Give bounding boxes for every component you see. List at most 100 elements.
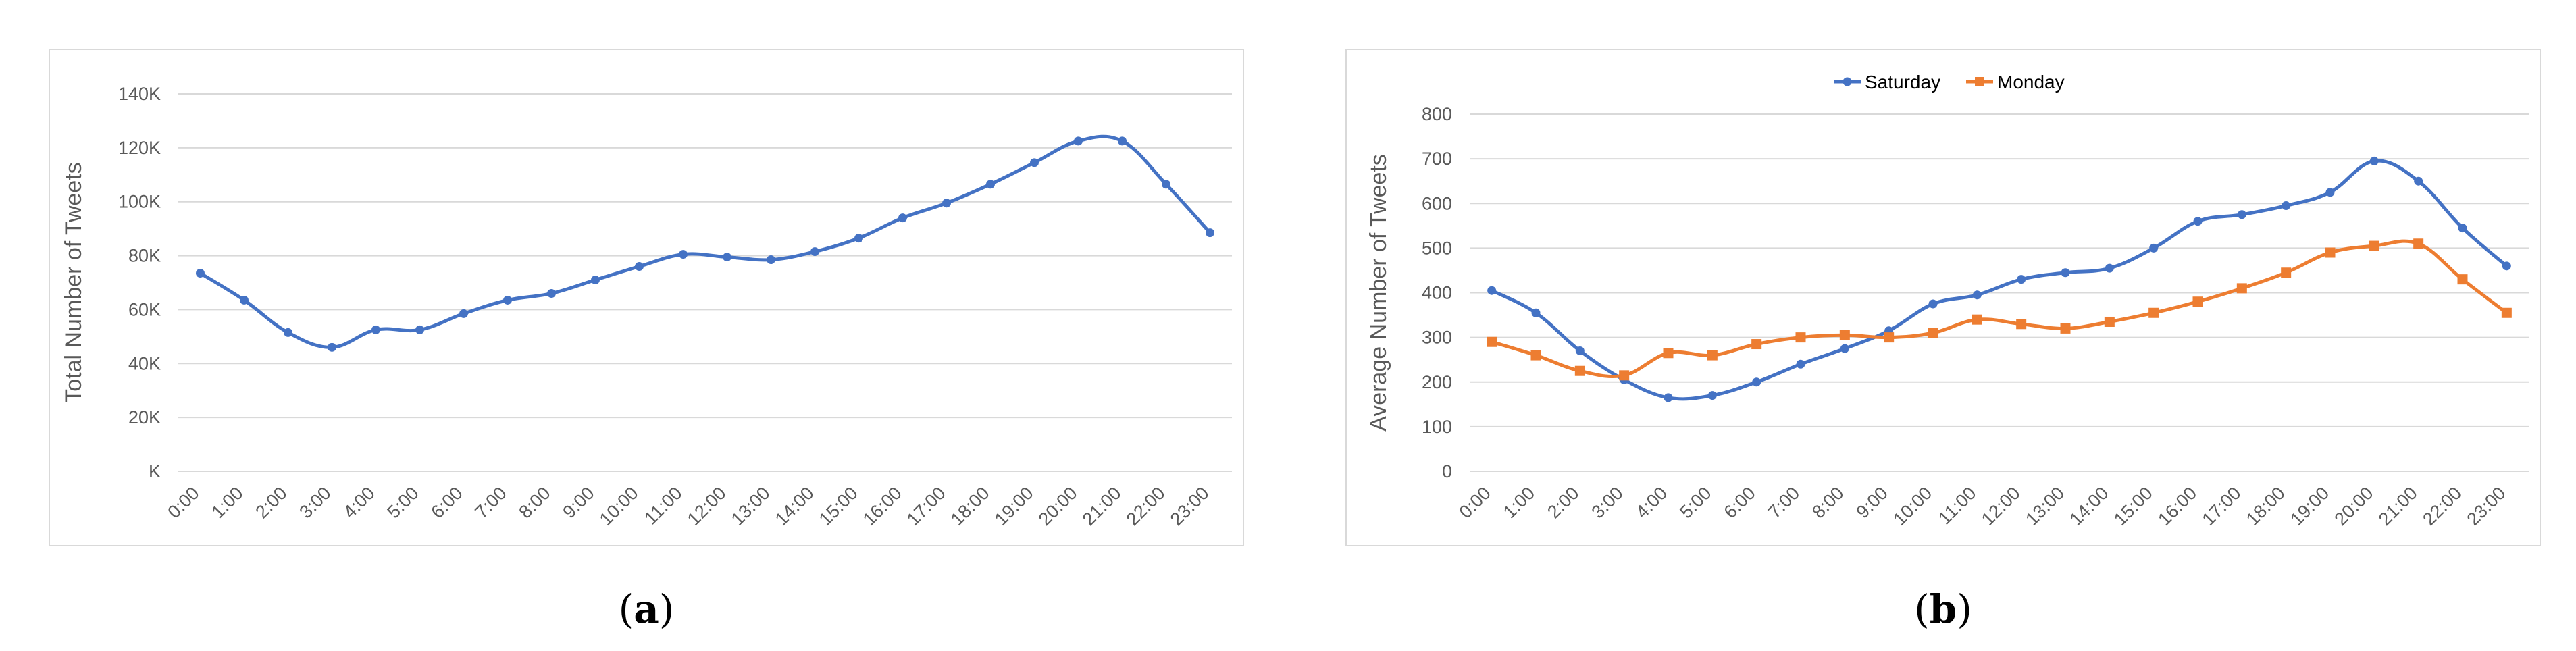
x-tick-label: 12:00	[1978, 483, 2024, 529]
data-point	[1752, 377, 1761, 387]
series-line-monday	[1490, 239, 2508, 379]
data-point	[547, 288, 556, 298]
x-tick-label: 16:00	[2154, 483, 2200, 529]
data-point	[2192, 296, 2203, 307]
data-point	[1487, 286, 1497, 295]
y-tick-label: 500	[1422, 238, 1452, 258]
data-point	[986, 180, 995, 189]
data-point	[2369, 240, 2379, 251]
data-point	[679, 250, 688, 259]
series-line-total	[199, 134, 1212, 349]
data-point	[2501, 307, 2512, 318]
data-point	[2414, 176, 2423, 186]
x-tick-label: 20:00	[1035, 483, 1081, 529]
data-point	[1030, 158, 1039, 167]
data-point	[1574, 365, 1585, 376]
data-point	[2502, 261, 2511, 271]
data-point	[1531, 308, 1541, 317]
chart-a-svg: K 20K 40K 60K 80K 100K 120K 140K 0:00 1:00 2:00 3:0…	[61, 84, 1232, 529]
data-point	[196, 269, 205, 278]
data-point	[1619, 370, 1630, 381]
x-tick-label: 19:00	[2286, 483, 2333, 529]
data-point	[2237, 210, 2246, 219]
data-point	[1839, 330, 1850, 340]
data-point	[2282, 201, 2291, 211]
x-tick-label: 13:00	[727, 483, 774, 529]
y-tick-label: 140K	[118, 84, 161, 104]
y-tick-label: 40K	[128, 353, 161, 373]
data-point	[415, 325, 424, 334]
x-tick-label: 23:00	[1166, 483, 1213, 529]
x-tick-label: 8:00	[1808, 483, 1847, 522]
data-point	[1707, 391, 1717, 400]
data-point	[1928, 328, 1938, 338]
x-tick-label: 11:00	[1934, 483, 1980, 529]
data-point	[284, 328, 292, 337]
data-point	[1928, 299, 1938, 309]
x-tick-label: 10:00	[596, 483, 642, 529]
y-tick-label: 100	[1422, 417, 1452, 437]
data-point	[1972, 314, 1982, 325]
x-tick-label: 11:00	[640, 483, 686, 529]
x-tick-label: 4:00	[1632, 483, 1671, 522]
legend-marker	[1843, 77, 1852, 86]
x-tick-label: 0:00	[163, 483, 203, 522]
x-tick-label: 13:00	[2021, 483, 2068, 529]
data-point	[2457, 274, 2468, 285]
y-axis-title: Average Number of Tweets	[1366, 154, 1391, 432]
x-tick-label: 12:00	[684, 483, 730, 529]
caption-a: (a)	[618, 586, 675, 632]
data-point	[2017, 275, 2026, 284]
data-point	[1162, 180, 1170, 189]
chart-b-svg: 0 100 200 300 400 500 600 700 800 0:00 1:00 2:00 3:0…	[1366, 72, 2529, 529]
x-tick-label: 23:00	[2463, 483, 2510, 529]
y-tick-label: 700	[1422, 149, 1452, 169]
y-tick-label: 300	[1422, 328, 1452, 348]
x-tick-label: 6:00	[1720, 483, 1759, 522]
caption-b: (b)	[1914, 586, 1972, 632]
series-line-saturday	[1490, 159, 2508, 401]
data-point	[2325, 247, 2336, 258]
x-tick-label: 4:00	[339, 483, 378, 522]
data-point	[635, 262, 644, 271]
data-point	[810, 247, 819, 257]
x-tick-label: 6:00	[427, 483, 466, 522]
data-point	[371, 325, 380, 334]
data-point	[2149, 243, 2159, 253]
x-tick-label: 19:00	[991, 483, 1037, 529]
y-tick-label: 20K	[128, 407, 161, 427]
y-tick-label: 80K	[128, 246, 161, 266]
legend-label-monday: Monday	[1997, 72, 2065, 93]
x-tick-label: 17:00	[2198, 483, 2245, 529]
x-tick-label: 20:00	[2331, 483, 2377, 529]
x-tick-label: 7:00	[1764, 483, 1803, 522]
data-point	[2061, 268, 2070, 278]
chart-panel-b: 0 100 200 300 400 500 600 700 800 0:00 1:00 2:00 3:0…	[1345, 49, 2541, 546]
y-tick-label: K	[149, 461, 161, 481]
data-point	[1972, 290, 1982, 300]
data-point	[591, 276, 600, 285]
x-tick-label: 9:00	[559, 483, 598, 522]
y-axis-title: Total Number of Tweets	[61, 162, 86, 403]
data-point	[328, 342, 336, 352]
data-point	[898, 213, 907, 223]
x-tick-label: 5:00	[1676, 483, 1715, 522]
data-point	[2281, 267, 2292, 278]
y-tick-label: 100K	[118, 192, 161, 212]
data-point	[767, 255, 775, 265]
data-point	[2060, 323, 2071, 334]
x-tick-label: 3:00	[295, 483, 334, 522]
x-tick-label: 17:00	[903, 483, 950, 529]
data-point	[1751, 339, 1762, 350]
x-tick-label: 21:00	[1079, 483, 1125, 529]
y-tick-label: 400	[1422, 283, 1452, 303]
x-tick-label: 14:00	[771, 483, 818, 529]
x-tick-label: 5:00	[383, 483, 422, 522]
data-point	[2369, 156, 2379, 165]
x-tick-label: 7:00	[471, 483, 510, 522]
data-point	[1487, 336, 1497, 347]
y-tick-label: 60K	[128, 299, 161, 319]
data-point	[1206, 228, 1214, 238]
data-point	[2104, 316, 2115, 327]
chart-panel-a: K 20K 40K 60K 80K 100K 120K 140K 0:00 1:00 2:00 3:0…	[49, 49, 1244, 546]
